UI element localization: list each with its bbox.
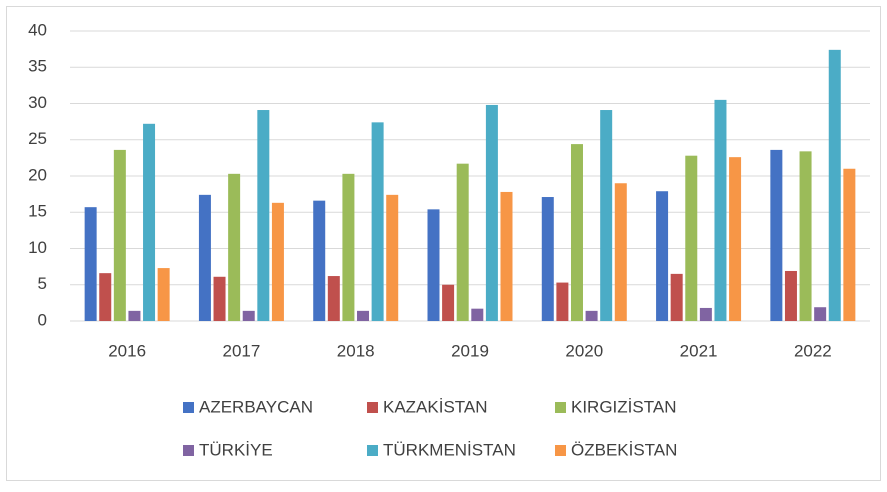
legend-label: TÜRKMENİSTAN [383, 440, 516, 459]
y-tick-label: 30 [28, 93, 47, 112]
bar [714, 99, 727, 321]
bar [342, 173, 355, 321]
bar [685, 155, 698, 321]
bar [143, 123, 156, 321]
bar [485, 104, 498, 321]
y-tick-label: 35 [28, 57, 47, 76]
y-tick-label: 10 [28, 238, 47, 257]
x-tick-label: 2022 [794, 341, 832, 360]
bar [327, 276, 340, 321]
legend-label: KIRGIZİSTAN [571, 397, 676, 416]
bar [799, 151, 812, 321]
bar [699, 307, 712, 321]
bar [814, 307, 827, 321]
y-tick-label: 15 [28, 202, 47, 221]
bar [471, 308, 484, 321]
bar [614, 183, 627, 321]
bar [427, 209, 440, 321]
bar [585, 310, 598, 321]
bar [729, 157, 742, 321]
bar [386, 194, 399, 321]
bar [128, 310, 141, 321]
legend-swatch [555, 402, 566, 413]
bar [228, 173, 241, 321]
bar [556, 282, 569, 321]
bar [113, 149, 126, 321]
bar [570, 144, 583, 321]
legend-label: KAZAKİSTAN [383, 397, 488, 416]
y-tick-label: 25 [28, 129, 47, 148]
bar [656, 191, 669, 321]
bar [442, 284, 455, 321]
bar [600, 110, 613, 322]
bar [257, 110, 270, 322]
legend-swatch [183, 402, 194, 413]
bar [357, 310, 370, 321]
x-tick-label: 2016 [108, 341, 146, 360]
y-tick-label: 5 [38, 274, 47, 293]
bar [541, 197, 554, 321]
legend-swatch [183, 445, 194, 456]
bar [371, 122, 384, 321]
x-tick-label: 2020 [565, 341, 603, 360]
legend-swatch [555, 445, 566, 456]
bar [213, 276, 226, 321]
bar [770, 149, 783, 321]
bar [84, 207, 97, 321]
legend-swatch [367, 445, 378, 456]
bar [99, 273, 112, 321]
x-tick-label: 2017 [223, 341, 261, 360]
x-tick-label: 2018 [337, 341, 375, 360]
legend-swatch [367, 402, 378, 413]
bar [456, 163, 469, 321]
bar [843, 168, 856, 321]
bar [784, 270, 797, 321]
bar [670, 273, 683, 321]
legend-label: ÖZBEKİSTAN [571, 440, 677, 459]
legend-label: AZERBAYCAN [199, 397, 313, 416]
y-tick-label: 40 [28, 20, 47, 39]
x-tick-label: 2019 [451, 341, 489, 360]
x-tick-label: 2021 [680, 341, 718, 360]
bar [242, 310, 255, 321]
legend-label: TÜRKİYE [199, 440, 273, 459]
y-tick-label: 0 [38, 310, 47, 329]
bar [271, 202, 284, 321]
bar [157, 268, 170, 321]
bar [828, 49, 841, 321]
bar [198, 194, 211, 321]
bar [313, 200, 326, 321]
bar [500, 191, 513, 321]
y-tick-label: 20 [28, 165, 47, 184]
